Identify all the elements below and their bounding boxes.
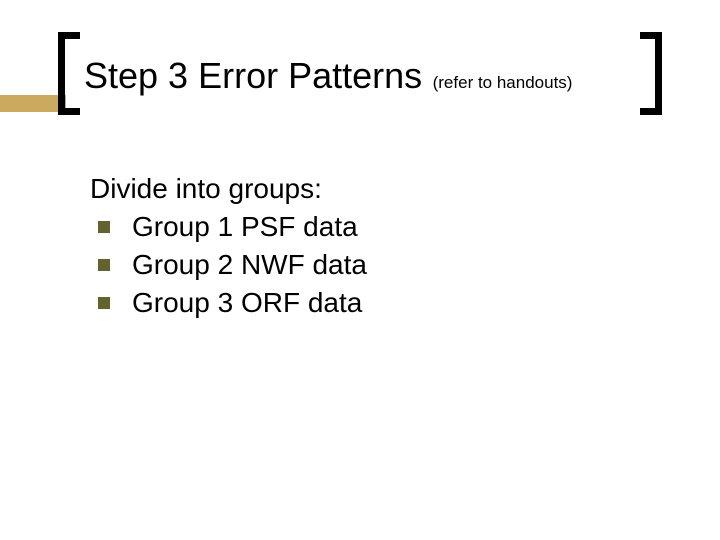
accent-stripe <box>0 95 66 112</box>
title-bracket-left <box>58 32 80 115</box>
slide-body: Divide into groups: Group 1 PSF data Gro… <box>90 173 367 319</box>
list-item: Group 2 NWF data <box>90 249 367 281</box>
list-item-label: Group 2 NWF data <box>132 249 367 281</box>
square-bullet-icon <box>98 259 110 271</box>
slide-title: Step 3 Error Patterns (refer to handouts… <box>84 55 644 97</box>
lead-text: Divide into groups: <box>90 173 367 205</box>
list-item-label: Group 3 ORF data <box>132 287 362 319</box>
list-item: Group 1 PSF data <box>90 211 367 243</box>
list-item-label: Group 1 PSF data <box>132 211 358 243</box>
list-item: Group 3 ORF data <box>90 287 367 319</box>
title-main-text: Step 3 Error Patterns <box>84 55 422 96</box>
square-bullet-icon <box>98 221 110 233</box>
title-note-text: (refer to handouts) <box>433 73 573 92</box>
square-bullet-icon <box>98 297 110 309</box>
